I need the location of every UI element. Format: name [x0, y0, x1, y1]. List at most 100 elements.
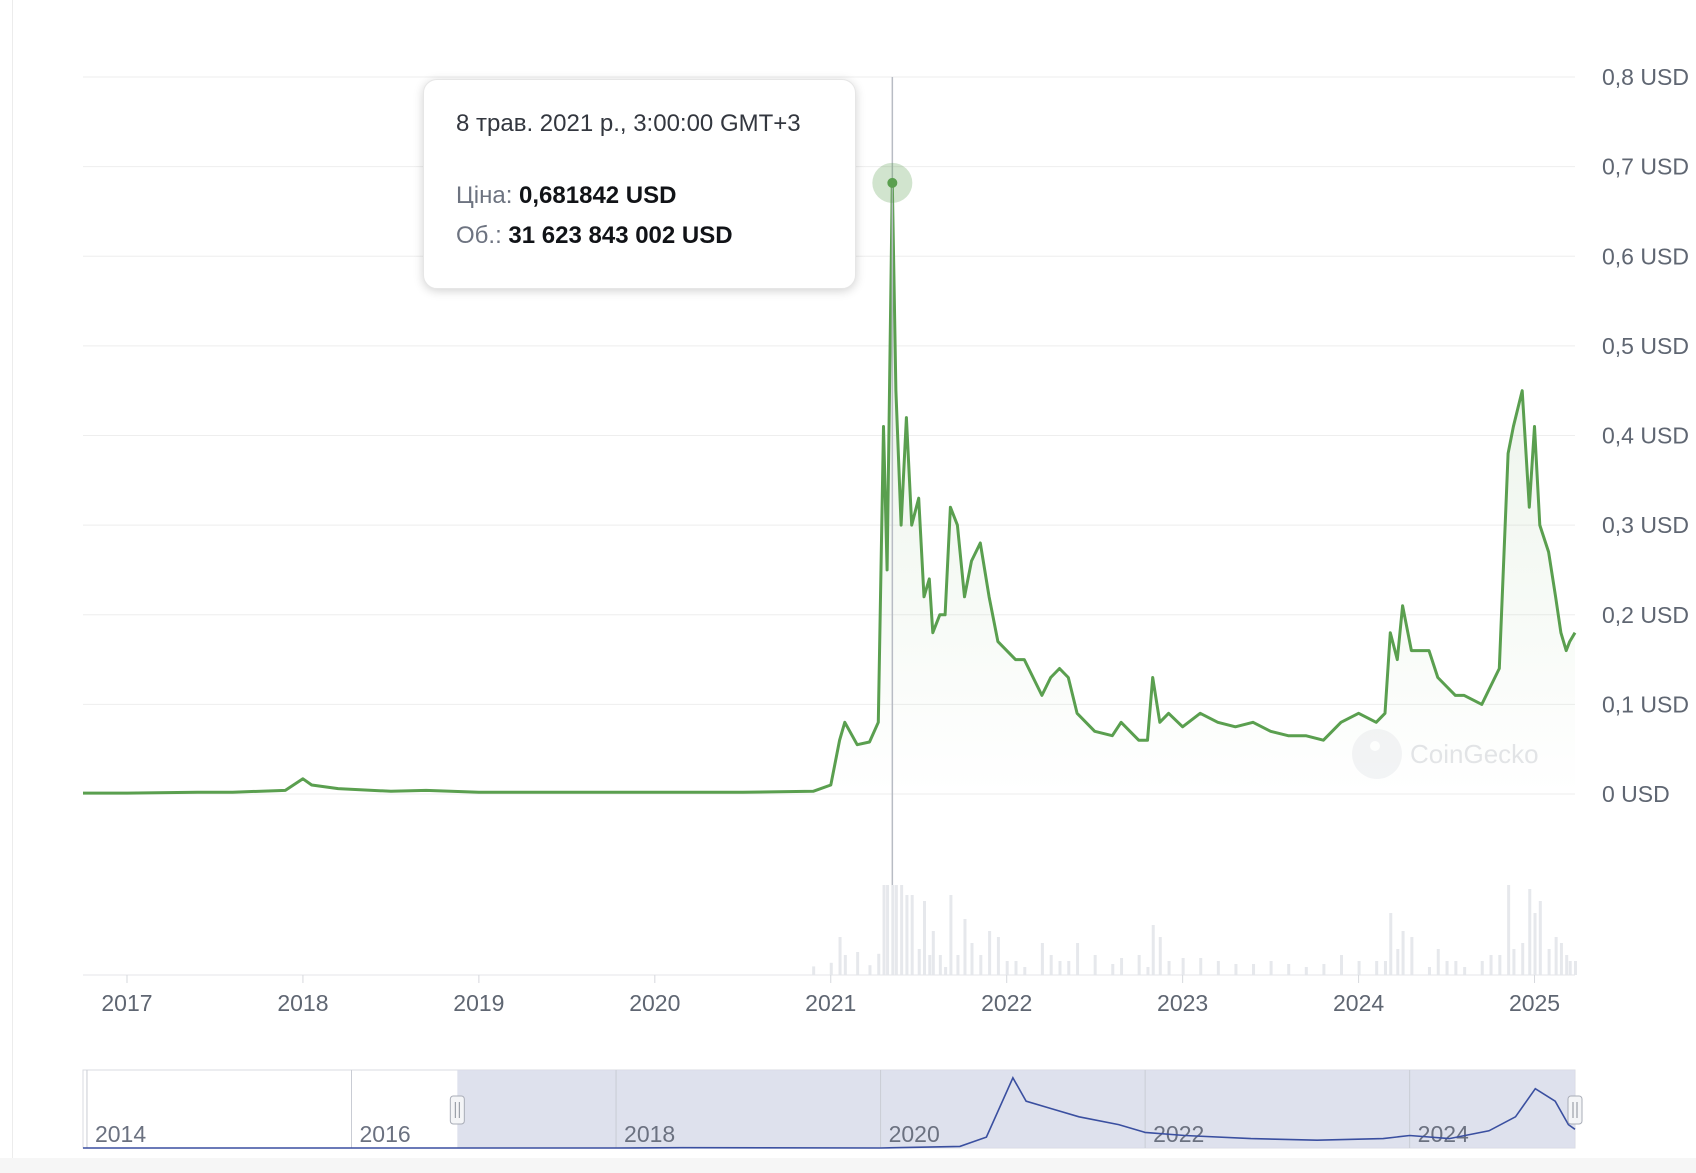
volume-bar: [1120, 958, 1124, 975]
y-tick-label: 0,7 USD: [1602, 154, 1689, 180]
navigator-line: [83, 1076, 1576, 1149]
crosshair: [872, 77, 913, 885]
volume-bar: [1287, 964, 1291, 975]
volume-bar: [1146, 967, 1150, 975]
volume-bar: [1533, 913, 1537, 975]
x-tick-label: 2019: [453, 990, 504, 1016]
volume-bar: [829, 962, 833, 975]
volume-bar: [1234, 964, 1238, 975]
volume-bar: [1357, 961, 1361, 975]
volume-bar: [1528, 889, 1532, 975]
volume-bar: [1339, 955, 1343, 975]
volume-bar: [1111, 964, 1115, 975]
volume-bar: [877, 953, 881, 975]
volume-bar: [1067, 961, 1071, 975]
volume-bar: [923, 901, 927, 975]
y-tick-label: 0,8 USD: [1602, 64, 1689, 90]
volume-bar: [868, 965, 872, 975]
x-tick-label: 2025: [1509, 990, 1560, 1016]
navigator-tick-label: 2024: [1418, 1121, 1469, 1147]
volume-bar: [1181, 958, 1185, 975]
volume-bar: [1375, 961, 1379, 975]
volume-bar: [838, 937, 842, 975]
volume-bar: [1498, 955, 1502, 975]
volume-bar: [1396, 949, 1400, 975]
x-tick-label: 2023: [1157, 990, 1208, 1016]
volume-bar: [938, 955, 942, 975]
volume-bar: [1269, 961, 1273, 975]
navigator-right-handle[interactable]: [1567, 1095, 1583, 1125]
volume-bar: [886, 885, 890, 975]
volume-bar: [1151, 925, 1155, 975]
bottom-strip: [0, 1158, 1696, 1173]
volume-bar: [1454, 961, 1458, 975]
y-tick-label: 0 USD: [1602, 781, 1670, 807]
volume-bar: [1568, 961, 1572, 975]
volume-bar: [996, 937, 1000, 975]
highlight-point: [887, 177, 898, 188]
volume-bar: [1252, 964, 1256, 975]
price-area-fill: [83, 182, 1575, 794]
volume-bar: [1521, 943, 1525, 975]
volume-bar: [970, 943, 974, 975]
x-tick-label: 2020: [629, 990, 680, 1016]
volume-bar: [882, 885, 886, 975]
volume-bar: [944, 967, 948, 975]
volume-bars: [812, 885, 1577, 975]
tooltip-price-value: 0,681842 USD: [519, 182, 677, 209]
y-tick-label: 0,1 USD: [1602, 691, 1689, 717]
y-tick-label: 0,6 USD: [1602, 243, 1689, 269]
volume-bar: [1383, 961, 1387, 975]
navigator-tick-label: 2018: [624, 1121, 675, 1147]
volume-bar: [905, 895, 909, 975]
navigator-tick-label: 2016: [360, 1121, 411, 1147]
navigator[interactable]: 2014 2016 2018 2020 2022 2024: [82, 1069, 1583, 1149]
volume-bar: [1158, 937, 1162, 975]
volume-bar: [1574, 961, 1577, 975]
volume-bar: [1304, 967, 1308, 975]
coingecko-watermark: CoinGecko: [1352, 724, 1562, 784]
x-tick-label: 2018: [277, 990, 328, 1016]
tooltip-date: 8 трав. 2021 р., 3:00:00 GMT+3: [456, 110, 801, 137]
volume-bar: [1389, 913, 1393, 975]
volume-bar: [1445, 961, 1449, 975]
volume-bar: [1559, 943, 1563, 975]
volume-bar: [1507, 885, 1511, 975]
tooltip-price-row: Ціна: 0,681842 USD: [456, 182, 823, 210]
volume-bar: [928, 955, 932, 975]
volume-bar: [1480, 961, 1484, 975]
y-axis: 0 USD 0,1 USD 0,2 USD 0,3 USD 0,4 USD 0,5 USD…: [1602, 64, 1689, 807]
gecko-logo-icon: [1352, 729, 1402, 779]
volume-bar: [988, 931, 992, 975]
tooltip-volume-label: Об.:: [456, 222, 502, 249]
x-tick-label: 2021: [805, 990, 856, 1016]
price-area: [83, 181, 1577, 795]
volume-bar: [1049, 955, 1053, 975]
volume-bar: [1436, 949, 1440, 975]
volume-bar: [856, 952, 860, 975]
volume-bar: [979, 955, 983, 975]
volume-bar: [910, 895, 914, 975]
volume-bar: [1427, 967, 1431, 975]
volume-bar: [843, 955, 847, 975]
panel-left-border: [12, 0, 13, 1173]
tooltip-volume-value: 31 623 843 002 USD: [508, 222, 733, 249]
volume-bar: [1554, 937, 1558, 975]
volume-bar: [1565, 955, 1569, 975]
navigator-left-handle[interactable]: [449, 1095, 465, 1125]
x-tick-label: 2024: [1333, 990, 1384, 1016]
volume-bar: [1410, 937, 1414, 975]
volume-bar: [1512, 949, 1516, 975]
y-tick-label: 0,4 USD: [1602, 423, 1689, 449]
volume-bar: [1014, 961, 1018, 975]
volume-bar: [1076, 943, 1080, 975]
volume-bar: [1167, 961, 1171, 975]
volume-bar: [1401, 931, 1405, 975]
volume-bar: [812, 966, 816, 975]
x-axis: 2017 2018 2019 2020 2021 2022 2023 2024 2025: [83, 974, 1575, 1016]
y-tick-label: 0,3 USD: [1602, 512, 1689, 538]
price-tooltip: 8 трав. 2021 р., 3:00:00 GMT+3 Ціна: 0,6…: [423, 79, 856, 289]
navigator-tick-label: 2020: [889, 1121, 940, 1147]
volume-bar: [1005, 961, 1009, 975]
